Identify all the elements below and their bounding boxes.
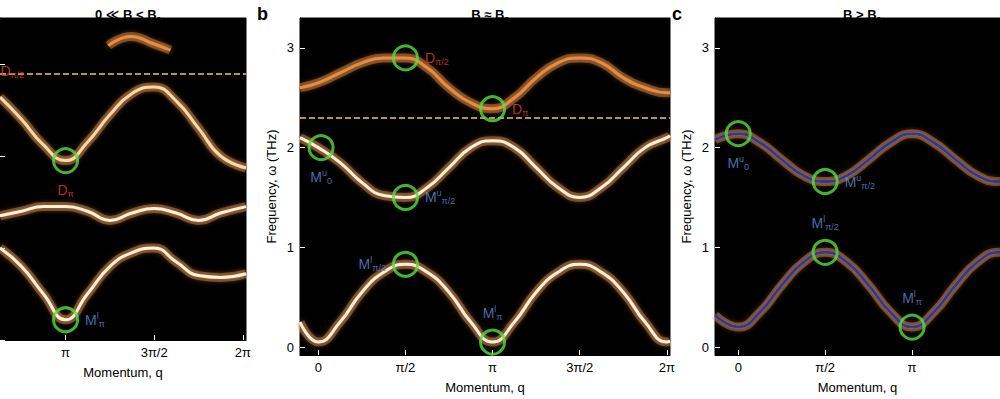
svg-text:Momentum, q: Momentum, q	[818, 380, 897, 395]
svg-text:3: 3	[702, 40, 709, 55]
svg-text:0: 0	[315, 360, 322, 375]
svg-text:c: c	[157, 14, 162, 23]
svg-text:l: l	[494, 303, 497, 314]
svg-text:π: π	[916, 297, 922, 307]
svg-text:π: π	[67, 189, 73, 199]
svg-text:2: 2	[702, 140, 709, 155]
svg-text:π/2: π/2	[11, 70, 25, 80]
svg-text:u: u	[856, 172, 862, 183]
svg-text:0: 0	[327, 176, 332, 186]
svg-text:l: l	[913, 288, 916, 299]
svg-text:l: l	[96, 310, 99, 321]
svg-text:Frequency, ω (THz): Frequency, ω (THz)	[679, 130, 694, 244]
svg-text:b: b	[257, 4, 268, 24]
svg-text:l: l	[823, 213, 826, 224]
svg-text:Momentum, q: Momentum, q	[83, 365, 162, 380]
svg-text:M: M	[359, 256, 371, 272]
svg-text:1: 1	[287, 240, 294, 255]
svg-text:M: M	[425, 189, 437, 205]
svg-text:3π/2: 3π/2	[141, 345, 168, 360]
svg-text:0: 0	[735, 360, 742, 375]
svg-text:D: D	[0, 63, 10, 79]
svg-text:B ≈ B: B ≈ B	[471, 7, 504, 22]
svg-text:1: 1	[702, 240, 709, 255]
svg-text:Momentum, q: Momentum, q	[445, 380, 524, 395]
svg-text:M: M	[85, 312, 97, 328]
svg-text:M: M	[811, 215, 823, 231]
svg-text:2π: 2π	[235, 345, 251, 360]
svg-text:π: π	[908, 360, 917, 375]
svg-text:M: M	[727, 155, 739, 171]
svg-text:π/2: π/2	[815, 360, 835, 375]
svg-text:c: c	[504, 14, 509, 23]
svg-text:π: π	[496, 312, 502, 322]
svg-text:D: D	[512, 101, 522, 117]
svg-text:c: c	[672, 4, 682, 24]
svg-text:π/2: π/2	[442, 196, 456, 206]
svg-text:π: π	[488, 360, 497, 375]
svg-text:D: D	[425, 50, 435, 66]
svg-text:π/2: π/2	[825, 222, 839, 232]
svg-text:π/2: π/2	[372, 263, 386, 273]
svg-text:c: c	[877, 14, 882, 23]
svg-text:u: u	[321, 168, 327, 179]
svg-text:2: 2	[287, 140, 294, 155]
svg-text:M: M	[845, 174, 857, 190]
svg-text:π: π	[522, 108, 528, 118]
svg-text:0: 0	[744, 162, 749, 172]
svg-text:M: M	[483, 305, 495, 321]
svg-text:Frequency, ω (THz): Frequency, ω (THz)	[264, 130, 279, 244]
svg-text:π/2: π/2	[435, 57, 449, 67]
svg-text:l: l	[370, 255, 372, 265]
svg-text:π: π	[99, 319, 105, 329]
svg-text:M: M	[902, 290, 914, 306]
svg-text:π: π	[61, 345, 70, 360]
svg-text:0: 0	[287, 340, 294, 355]
svg-text:3: 3	[287, 40, 294, 55]
svg-text:3π/2: 3π/2	[566, 360, 593, 375]
svg-text:B > B: B > B	[843, 7, 877, 22]
svg-text:u: u	[739, 154, 745, 165]
svg-text:0: 0	[702, 340, 709, 355]
svg-text:0 ≪ B < B: 0 ≪ B < B	[95, 7, 157, 22]
svg-text:u: u	[436, 188, 442, 199]
svg-text:π/2: π/2	[396, 360, 416, 375]
svg-text:D: D	[57, 182, 67, 198]
svg-text:2π: 2π	[659, 360, 675, 375]
svg-text:M: M	[310, 169, 322, 185]
svg-text:π/2: π/2	[861, 181, 875, 191]
